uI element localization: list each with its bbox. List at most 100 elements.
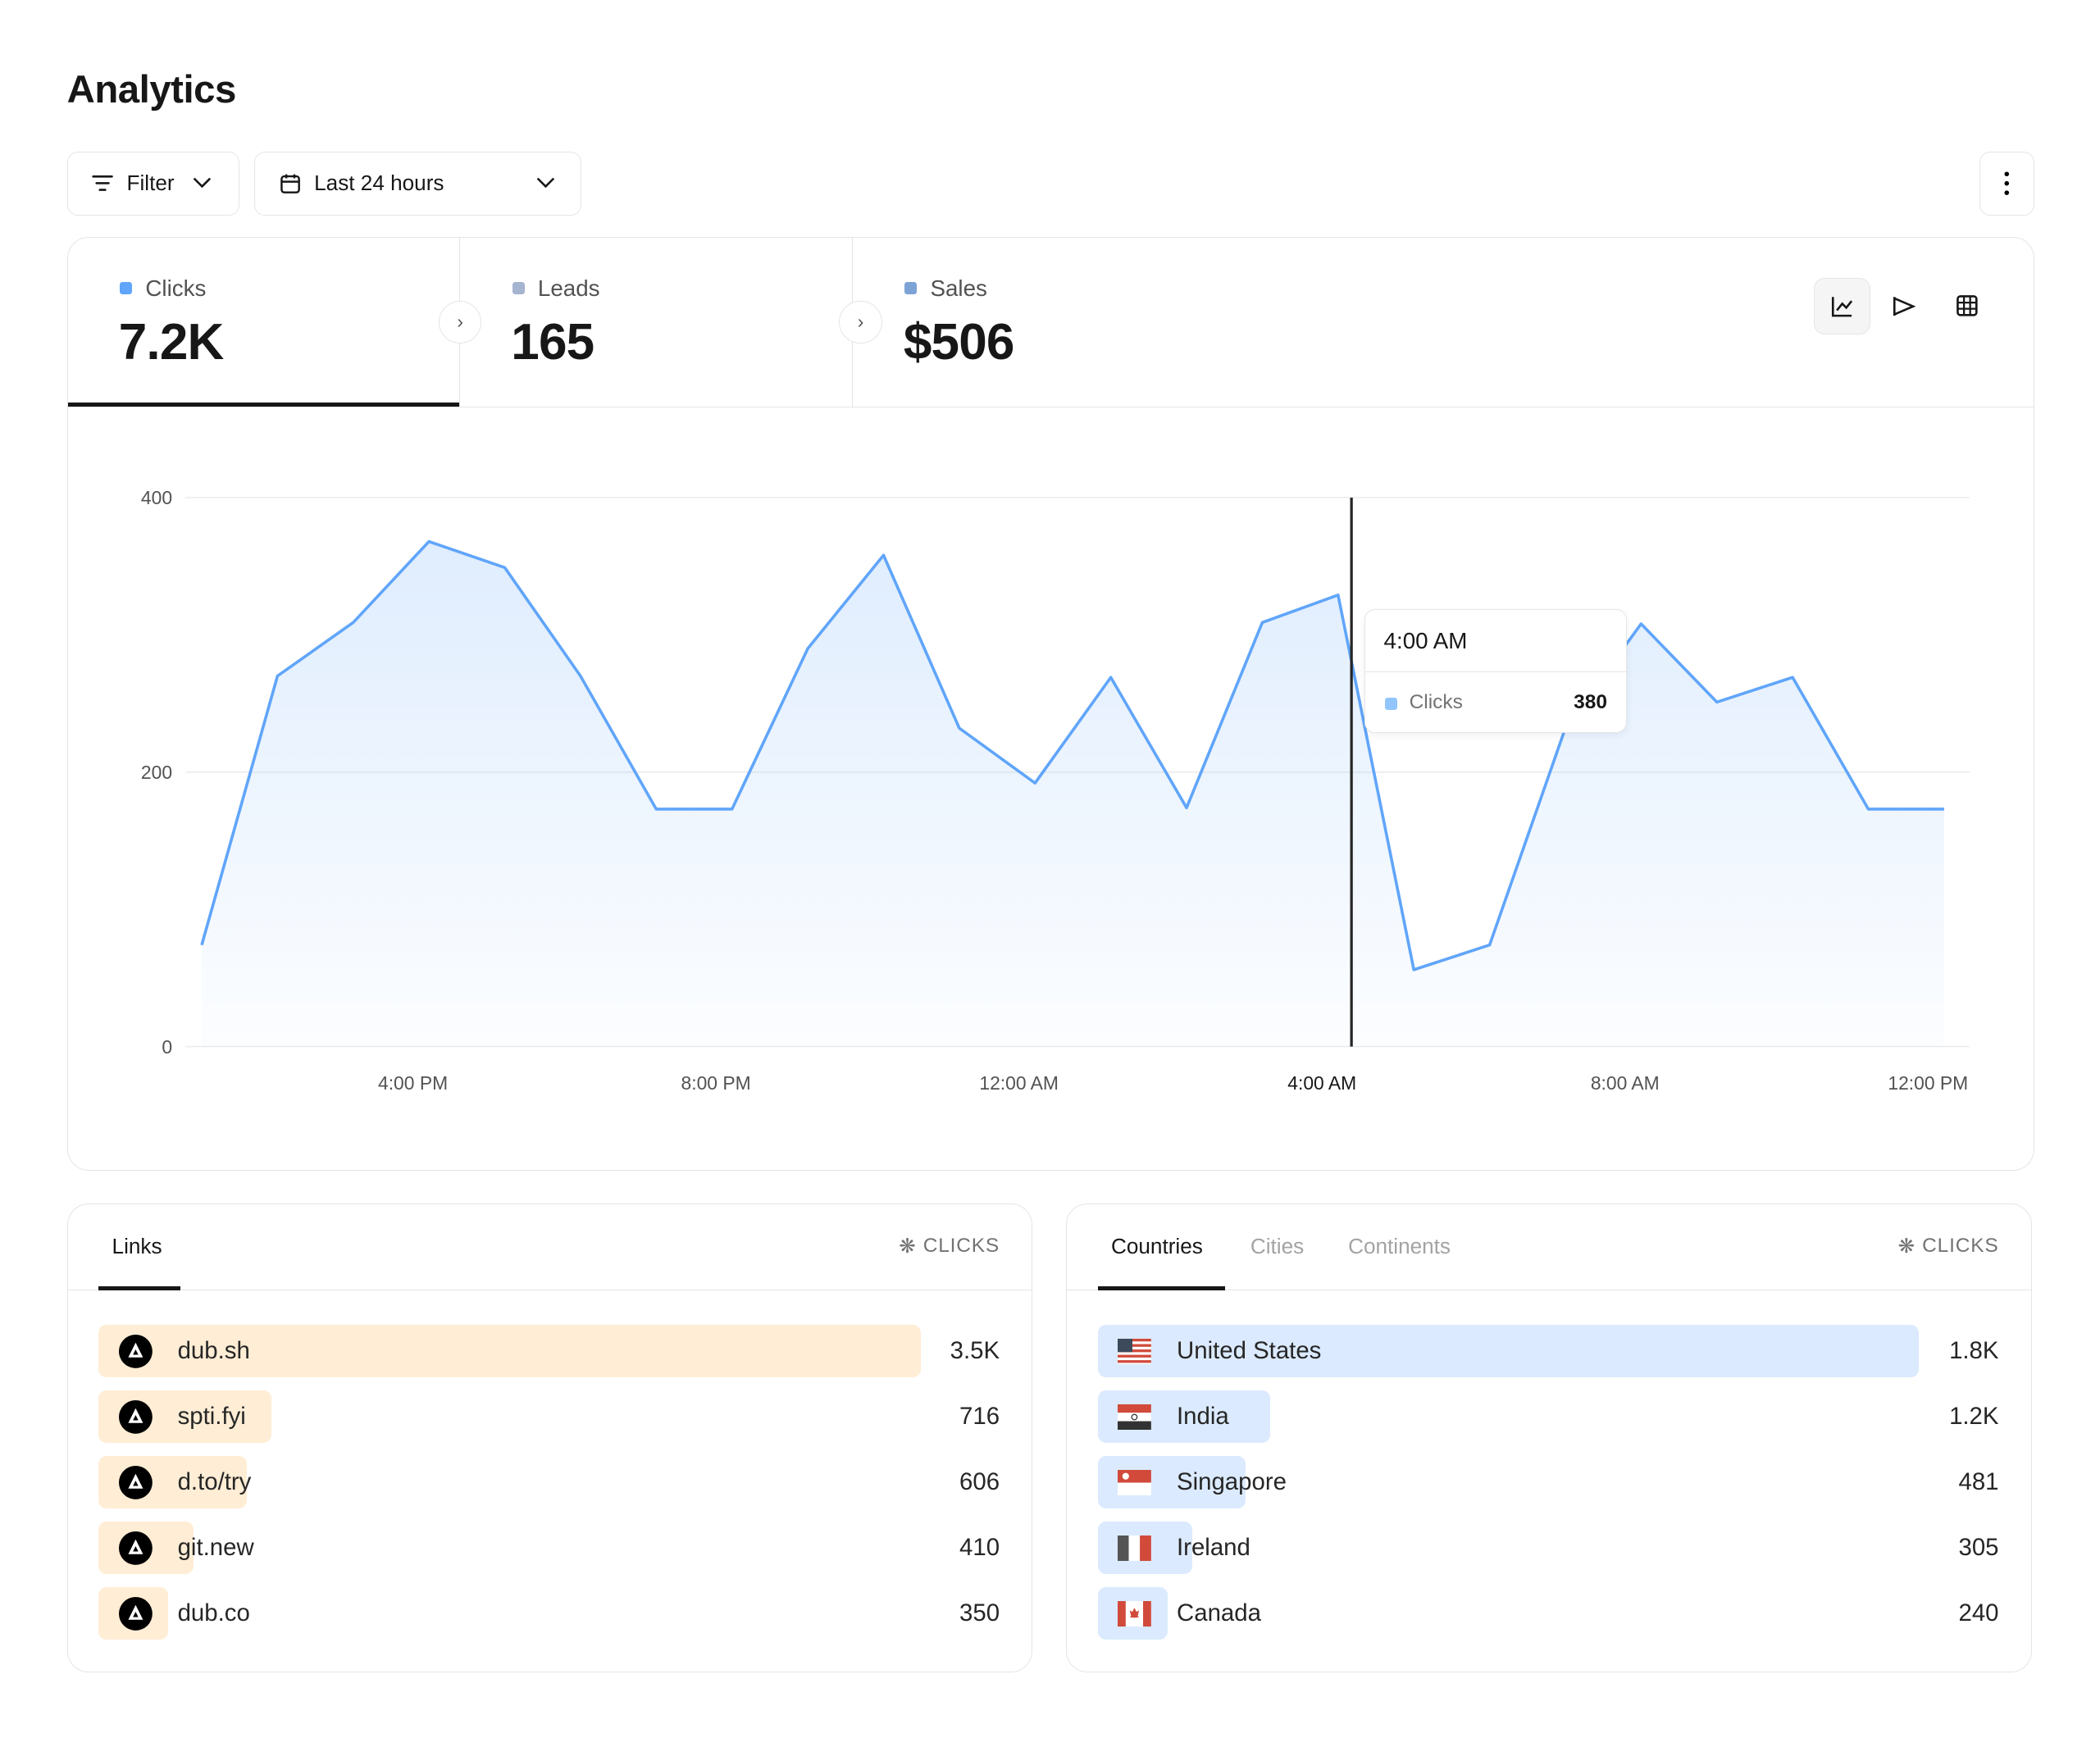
metric-value: 165 xyxy=(511,313,594,371)
list-item[interactable]: India 1.2K xyxy=(1097,1390,1999,1444)
item-value: 716 xyxy=(959,1403,1000,1431)
item-name: India xyxy=(1177,1403,1229,1431)
chevron-right-icon[interactable]: › xyxy=(839,300,882,344)
list-item[interactable]: spti.fyi 716 xyxy=(98,1390,1000,1444)
metric-label: ❋ CLICKS xyxy=(1897,1235,1999,1258)
line-chart-view-button[interactable] xyxy=(1814,278,1871,334)
series-swatch xyxy=(904,282,918,295)
list-item[interactable]: dub.co 350 xyxy=(98,1587,1000,1640)
tab-continents[interactable]: Continents xyxy=(1348,1234,1451,1259)
link-logo-icon xyxy=(118,1399,153,1434)
filter-icon xyxy=(92,175,113,192)
more-vertical-icon xyxy=(2004,171,2010,195)
item-name: dub.sh xyxy=(177,1337,250,1364)
date-range-select[interactable]: Last 24 hours xyxy=(254,151,581,216)
metric-tab-leads[interactable]: Leads 165 xyxy=(460,238,853,407)
item-value: 410 xyxy=(959,1534,1000,1562)
metric-value: $506 xyxy=(903,313,1015,371)
item-value: 305 xyxy=(1958,1534,1999,1562)
item-name: Ireland xyxy=(1177,1534,1250,1562)
x-tick-label: 12:00 AM xyxy=(979,1072,1059,1094)
item-value: 1.8K xyxy=(1949,1337,1999,1364)
link-logo-icon xyxy=(118,1334,153,1368)
links-card: Links ❋ CLICKS dub.sh 3.5K spti.fyi 716 d.to/… xyxy=(66,1203,1033,1672)
item-value: 481 xyxy=(1958,1468,1999,1496)
cursor-click-icon: ❋ xyxy=(899,1235,917,1258)
x-tick-label: 8:00 PM xyxy=(681,1072,751,1094)
calendar-icon xyxy=(280,174,300,193)
table-view-button[interactable] xyxy=(1938,278,1995,334)
item-value: 606 xyxy=(959,1468,1000,1496)
x-tick-label: 4:00 PM xyxy=(378,1072,448,1094)
chevron-down-icon xyxy=(536,178,555,189)
metric-label: ❋ CLICKS xyxy=(899,1235,1000,1258)
flag-ca-icon xyxy=(1118,1600,1151,1627)
list-item[interactable]: Singapore 481 xyxy=(1097,1456,1999,1509)
item-name: Canada xyxy=(1177,1599,1261,1627)
funnel-icon xyxy=(1893,296,1916,316)
tooltip-series: Clicks xyxy=(1409,691,1463,714)
flag-us-icon xyxy=(1118,1338,1151,1364)
list-item[interactable]: dub.sh 3.5K xyxy=(98,1325,1000,1377)
metric-label: Sales xyxy=(930,275,987,301)
metric-value: 7.2K xyxy=(118,313,225,371)
item-value: 3.5K xyxy=(950,1337,1000,1364)
y-tick-label: 0 xyxy=(162,1036,172,1058)
metric-label: Leads xyxy=(537,275,600,301)
flag-ie-icon xyxy=(1118,1535,1151,1561)
item-name: spti.fyi xyxy=(177,1403,246,1431)
metric-tab-clicks[interactable]: Clicks 7.2K xyxy=(67,238,461,407)
tooltip-value: 380 xyxy=(1574,691,1607,714)
tab-links[interactable]: Links xyxy=(112,1234,162,1259)
item-name: d.to/try xyxy=(177,1468,252,1496)
list-item[interactable]: d.to/try 606 xyxy=(98,1456,1000,1509)
list-item[interactable]: Ireland 305 xyxy=(1097,1522,1999,1575)
y-tick-label: 200 xyxy=(141,762,172,783)
locations-card: Countries Cities Continents ❋ CLICKS Unit… xyxy=(1066,1203,2032,1672)
chevron-right-icon[interactable]: › xyxy=(439,300,482,344)
series-swatch xyxy=(512,282,525,295)
flag-sg-icon xyxy=(1118,1469,1151,1495)
list-item[interactable]: Canada 240 xyxy=(1097,1587,1999,1640)
filter-button[interactable]: Filter xyxy=(66,151,240,216)
metric-label: Clicks xyxy=(145,275,207,301)
filter-label: Filter xyxy=(126,171,175,196)
item-name: United States xyxy=(1177,1337,1322,1364)
clicks-line xyxy=(200,539,1944,971)
share-bar xyxy=(98,1325,922,1377)
series-swatch xyxy=(120,282,133,295)
tooltip-time: 4:00 AM xyxy=(1383,628,1468,654)
tab-countries[interactable]: Countries xyxy=(1110,1234,1203,1259)
line-chart-icon xyxy=(1832,296,1853,317)
cursor-click-icon: ❋ xyxy=(1897,1235,1916,1258)
x-tick-label: 12:00 PM xyxy=(1888,1072,1968,1094)
item-value: 1.2K xyxy=(1949,1403,1999,1431)
list-item[interactable]: git.new 410 xyxy=(98,1522,1000,1575)
tab-cities[interactable]: Cities xyxy=(1250,1234,1305,1259)
item-name: Singapore xyxy=(1177,1468,1287,1496)
table-icon xyxy=(1956,295,1978,317)
chart-tooltip: 4:00 AM Clicks 380 xyxy=(1364,608,1627,734)
item-name: dub.co xyxy=(177,1599,250,1627)
x-tick-label: 8:00 AM xyxy=(1591,1072,1660,1094)
page-title: Analytics xyxy=(66,67,237,111)
flag-in-icon xyxy=(1118,1404,1151,1430)
x-tick-label: 4:00 AM xyxy=(1287,1072,1356,1094)
area-fill xyxy=(201,541,1944,1047)
funnel-view-button[interactable] xyxy=(1876,278,1933,334)
y-tick-label: 400 xyxy=(141,487,172,508)
share-bar xyxy=(1097,1325,1919,1377)
link-logo-icon xyxy=(118,1465,153,1499)
active-tab-indicator xyxy=(67,402,460,407)
item-name: git.new xyxy=(177,1534,254,1562)
metric-tab-sales[interactable]: Sales $506 xyxy=(853,238,2034,407)
date-range-label: Last 24 hours xyxy=(314,171,444,196)
clicks-area-chart[interactable]: 400 200 0 4:00 PM 8:00 PM 12:00 AM 4:00 AM 8:00… xyxy=(67,237,2034,1170)
list-item[interactable]: United States 1.8K xyxy=(1097,1325,1999,1377)
link-logo-icon xyxy=(118,1596,153,1631)
analytics-chart-card: Clicks 7.2K Leads 165 Sales $506 › › 400 200 0 4… xyxy=(66,237,2034,1171)
item-value: 240 xyxy=(1958,1599,1999,1627)
chevron-down-icon xyxy=(194,178,212,189)
series-swatch xyxy=(1385,698,1397,710)
more-options-button[interactable] xyxy=(1979,151,2034,216)
